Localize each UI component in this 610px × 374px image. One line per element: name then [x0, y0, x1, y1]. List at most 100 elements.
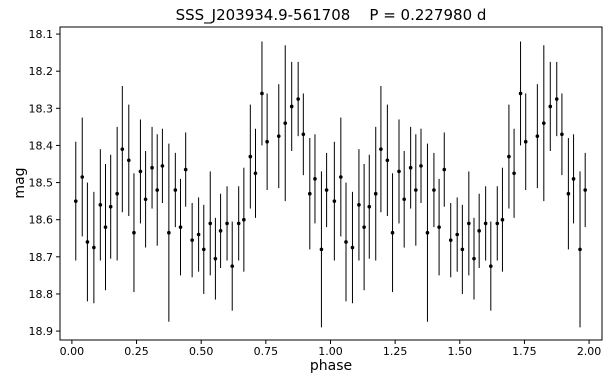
- data-point: [92, 245, 96, 250]
- data-point: [367, 204, 372, 209]
- data-point: [283, 121, 288, 125]
- data-point: [190, 238, 194, 242]
- data-point: [80, 175, 85, 179]
- data-point: [196, 232, 201, 237]
- x-axis-label: phase: [310, 358, 352, 374]
- data-point: [167, 230, 171, 235]
- y-tick-label: 18.3: [29, 102, 54, 115]
- data-point: [455, 232, 459, 237]
- data-point: [483, 221, 488, 226]
- data-point: [213, 256, 218, 261]
- data-point: [208, 221, 213, 226]
- data-point: [489, 264, 493, 268]
- x-tick-label: 1.00: [318, 345, 343, 358]
- data-point: [560, 132, 564, 137]
- plot-frame: [59, 26, 603, 341]
- data-point: [437, 225, 441, 229]
- y-tick-label: 18.9: [29, 325, 54, 338]
- y-tick-label: 18.2: [29, 65, 54, 78]
- data-point: [73, 199, 78, 203]
- data-point: [578, 247, 582, 252]
- data-point: [535, 134, 540, 138]
- data-point: [432, 188, 436, 192]
- data-point: [467, 221, 471, 226]
- data-point: [495, 221, 500, 226]
- x-tick-label: 1.50: [448, 345, 473, 358]
- y-axis-label: mag: [12, 167, 28, 198]
- data-point: [324, 188, 329, 192]
- data-point: [155, 188, 160, 192]
- x-tick-label: 0.50: [189, 345, 214, 358]
- data-point: [236, 221, 241, 226]
- data-point: [296, 97, 300, 101]
- y-tick-label: 18.5: [29, 177, 54, 190]
- data-point: [85, 240, 90, 244]
- data-point: [442, 167, 447, 172]
- data-point: [583, 188, 587, 192]
- data-point: [178, 225, 183, 229]
- data-point: [554, 97, 559, 101]
- data-point: [173, 188, 178, 192]
- data-point: [248, 154, 253, 159]
- y-tick-label: 18.8: [29, 288, 54, 301]
- data-point: [289, 104, 294, 109]
- x-tick-label: 2.00: [577, 345, 602, 358]
- data-point: [230, 264, 235, 268]
- data-point: [362, 225, 366, 229]
- data-point: [150, 165, 154, 170]
- data-point: [419, 164, 423, 168]
- y-tick-label: 18.7: [29, 251, 54, 264]
- chart-title: SSS_J203934.9-561708 P = 0.227980 d: [176, 6, 487, 25]
- data-point: [414, 188, 418, 192]
- x-tick-label: 0.00: [60, 345, 85, 358]
- data-point: [397, 169, 401, 174]
- x-tick-label: 1.75: [512, 345, 537, 358]
- data-point: [385, 158, 390, 163]
- data-point: [319, 247, 324, 252]
- data-point: [472, 256, 476, 261]
- data-point: [242, 217, 246, 222]
- data-point: [108, 204, 113, 209]
- data-point: [548, 104, 553, 109]
- data-point: [477, 229, 481, 233]
- data-point: [265, 139, 269, 144]
- data-point: [332, 199, 337, 203]
- data-point: [350, 245, 355, 250]
- data-point: [120, 147, 125, 151]
- data-point: [339, 175, 343, 179]
- data-point: [402, 197, 406, 202]
- data-point: [507, 154, 511, 159]
- data-point: [344, 240, 348, 244]
- data-point: [260, 91, 264, 96]
- data-point: [201, 247, 206, 252]
- data-point: [357, 203, 361, 207]
- y-tick-label: 18.6: [29, 214, 54, 227]
- data-point: [448, 238, 453, 242]
- data-point: [523, 139, 528, 144]
- data-point: [390, 230, 395, 235]
- data-point: [307, 191, 312, 196]
- y-tick-label: 18.4: [29, 139, 54, 152]
- data-point: [160, 164, 165, 168]
- data-point: [138, 169, 143, 174]
- data-point: [571, 177, 576, 181]
- y-tick-label: 18.1: [29, 28, 54, 41]
- data-point: [126, 158, 131, 163]
- data-point: [183, 167, 188, 172]
- data-point: [379, 147, 383, 151]
- data-point: [518, 91, 523, 96]
- x-tick-label: 1.25: [383, 345, 408, 358]
- data-point: [253, 171, 258, 176]
- data-point: [98, 203, 103, 207]
- data-point: [143, 197, 148, 202]
- data-point: [301, 132, 306, 137]
- data-point: [132, 230, 136, 235]
- data-point: [542, 121, 546, 125]
- data-point: [500, 217, 505, 222]
- data-point: [408, 165, 413, 170]
- data-point: [225, 221, 229, 226]
- data-point: [276, 134, 281, 138]
- data-point: [313, 177, 317, 181]
